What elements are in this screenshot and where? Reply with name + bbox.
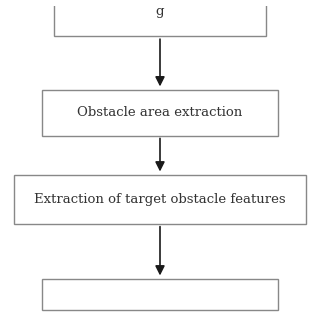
FancyBboxPatch shape bbox=[54, 0, 266, 36]
FancyBboxPatch shape bbox=[14, 175, 306, 224]
Text: g: g bbox=[156, 4, 164, 18]
FancyBboxPatch shape bbox=[42, 279, 278, 310]
FancyBboxPatch shape bbox=[42, 90, 278, 136]
Text: Obstacle area extraction: Obstacle area extraction bbox=[77, 106, 243, 119]
Text: Extraction of target obstacle features: Extraction of target obstacle features bbox=[34, 193, 286, 206]
